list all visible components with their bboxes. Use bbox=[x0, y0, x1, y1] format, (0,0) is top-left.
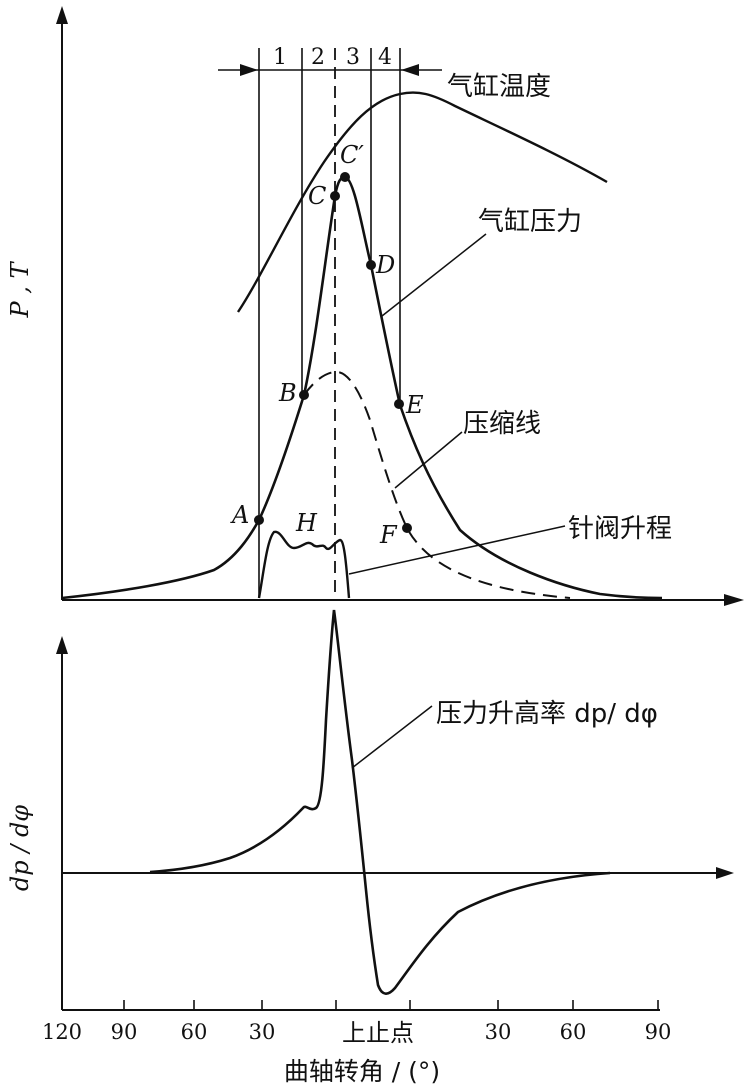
tick-90-left: 90 bbox=[111, 1020, 138, 1044]
point-D bbox=[366, 260, 376, 270]
point-H-label: H bbox=[295, 509, 318, 537]
cylinder-temperature-curve bbox=[237, 91, 608, 313]
zone-3-label: 3 bbox=[346, 45, 360, 70]
zone-1-label: 1 bbox=[273, 45, 287, 70]
needle-valve-lift-curve bbox=[257, 530, 351, 599]
point-F bbox=[402, 523, 412, 533]
zone-lines bbox=[258, 48, 401, 598]
x-axis-title: 曲轴转角 / (°) bbox=[284, 1057, 440, 1086]
tick-120: 120 bbox=[42, 1020, 82, 1044]
compression-label: 压缩线 bbox=[463, 409, 541, 439]
x-ticks bbox=[123, 1000, 659, 1010]
point-A bbox=[254, 515, 264, 525]
upper-x-arrow-icon bbox=[724, 594, 744, 606]
point-C bbox=[330, 191, 340, 201]
point-A-label: A bbox=[230, 501, 249, 529]
pressure-label: 气缸压力 bbox=[478, 207, 582, 237]
bracket-left-arrow-icon bbox=[401, 64, 419, 76]
point-C-label: C bbox=[308, 182, 326, 210]
needle-lift-label: 针阀升程 bbox=[568, 514, 672, 544]
rate-label: 压力升高率 dp/ dφ bbox=[436, 699, 658, 729]
tick-30-left: 30 bbox=[249, 1020, 276, 1044]
zone-2-label: 2 bbox=[311, 45, 325, 70]
point-D-label: D bbox=[375, 251, 395, 279]
upper-y-arrow-icon bbox=[56, 6, 68, 24]
zone-4-label: 4 bbox=[378, 45, 392, 70]
tick-60-left: 60 bbox=[181, 1020, 208, 1044]
point-E-label: E bbox=[405, 391, 424, 419]
curve-points bbox=[254, 172, 412, 533]
pressure-rise-rate-curve bbox=[149, 609, 611, 995]
upper-y-axis-label: P , T bbox=[6, 260, 34, 318]
upper-panel: P , T 1 2 3 4 气缸温度 气缸压力 压缩线 bbox=[6, 6, 744, 606]
lower-y-arrow-icon bbox=[56, 636, 68, 654]
compression-line bbox=[303, 370, 571, 599]
temperature-label: 气缸温度 bbox=[447, 72, 551, 102]
tick-tdc: 上止点 bbox=[342, 1019, 414, 1047]
lower-zero-arrow-icon bbox=[716, 867, 734, 879]
bracket-right-arrow-icon bbox=[240, 64, 258, 76]
lower-panel: dp / dφ 压力升高率 dp/ dφ 120 90 60 30 上止点 30… bbox=[6, 609, 734, 1086]
tick-30-right: 30 bbox=[485, 1020, 512, 1044]
rate-leader-line bbox=[351, 705, 433, 769]
tick-60-right: 60 bbox=[560, 1020, 587, 1044]
pressure-leader-line bbox=[381, 233, 487, 317]
needle-leader-line bbox=[348, 525, 566, 575]
point-B-label: B bbox=[278, 379, 297, 407]
point-B bbox=[299, 390, 309, 400]
compression-leader-line bbox=[394, 431, 463, 489]
point-E bbox=[394, 399, 404, 409]
point-F-label: F bbox=[379, 521, 398, 549]
point-C-prime-label: C′ bbox=[340, 141, 364, 169]
point-C-prime bbox=[340, 172, 350, 182]
tick-90-right: 90 bbox=[645, 1020, 672, 1044]
lower-y-axis-label: dp / dφ bbox=[6, 805, 34, 891]
